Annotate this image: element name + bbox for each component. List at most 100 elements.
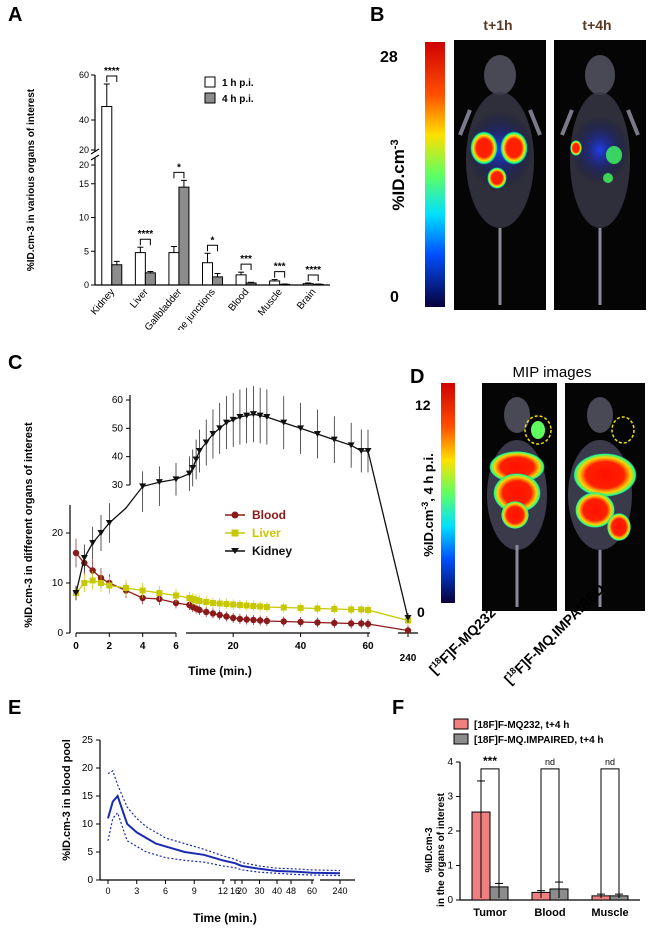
color-scale-bar-d [441,383,455,603]
panel-label-b: B [370,4,385,26]
data-point-liver [257,603,264,610]
data-point-blood [314,619,321,626]
significance-bracket-a [139,238,151,246]
y-tick-label-f: 4 [447,757,453,768]
x-tick-label-e: 0 [105,886,110,896]
bar-a [202,262,213,286]
significance-bracket-f [480,768,500,898]
pet-image-4h [554,40,646,310]
y-tick-label-f: 2 [447,826,453,837]
x-tick-label-e: 240 [332,886,347,896]
data-point-blood [263,617,271,625]
data-point-blood [297,618,304,626]
data-point-liver [123,585,129,591]
x-axis-label-e: Time (min.) [193,911,257,925]
significance-label-a: *** [274,262,286,273]
significance-bracket-f [540,768,560,898]
significance-bracket-a [307,274,319,281]
data-point-kidney [256,412,264,419]
y-tick-label-e: 25 [82,735,94,746]
data-point-liver [173,592,179,599]
data-point-blood [172,599,180,607]
data-point-kidney [209,431,217,437]
x-tick-label-a: Liver [128,286,151,310]
y-tick-label-c: 20 [52,528,64,539]
x-tick-label-c: 20 [228,641,240,652]
legend-marker-c [231,529,239,537]
y-axis-label-c: %ID.cm-3 in different organs of interest [23,422,35,628]
data-point-liver [209,600,216,606]
y-tick-label-a: 20 [79,160,89,170]
significance-label-a: * [177,162,181,173]
significance-bracket-a [240,263,252,271]
data-point-kidney [249,411,257,418]
data-point-blood [256,617,264,624]
x-tick-label-a: Muscle [256,287,285,319]
data-point-kidney [202,439,210,446]
bar-a [212,276,223,286]
data-point-kidney [185,470,193,477]
data-point-liver [243,602,250,609]
panel-label-d: D [410,366,425,388]
mip-title-d: MIP images [513,364,592,381]
data-point-kidney [236,414,244,420]
axis-break-a [90,148,100,155]
series-line-lower [107,811,341,877]
y-tick-label-e: 10 [82,819,94,830]
data-point-liver [365,607,371,613]
data-point-kidney [229,416,237,423]
mip-image-mq232 [482,383,557,611]
data-point-kidney [89,540,97,546]
legend-label-c: Liver [252,526,281,540]
data-point-kidney [105,520,113,526]
x-tick-label-e: 48 [286,886,296,896]
legend-marker-c [231,548,239,554]
data-point-liver [348,606,355,613]
y-tick-label-a: 15 [79,179,89,189]
bar-a [111,264,123,286]
significance-label-f: *** [483,754,497,768]
y-axis-label-e: %ID.cm-3 in blood pool [61,739,73,861]
significance-bracket-a [106,75,118,82]
y-tick-label-a: 5 [84,246,89,256]
x-tick-label-c: 40 [295,641,307,652]
y-tick-label-e: 15 [82,791,94,802]
data-point-liver [89,577,96,584]
data-point-liver [230,601,237,608]
label-mq232: [18F]F-MQ232 [426,604,499,677]
legend-label-a: 4 h p.i. [222,94,254,105]
data-point-kidney [72,590,80,596]
x-tick-label-c: 6 [173,641,179,652]
data-point-kidney [280,419,288,426]
data-point-liver [98,580,104,586]
y-tick-label-a: 20 [79,145,89,155]
panel-label-f: F [392,697,405,719]
x-tick-label-f: Muscle [591,907,628,919]
bar-a [144,272,156,286]
significance-bracket-f [600,768,620,898]
significance-label-f: nd [605,757,615,767]
x-tick-label-a: Brain [295,287,318,312]
series-line-mean [107,794,341,875]
legend-label-f: [18F]F-MQ232, t+4 h [474,720,569,731]
y-tick-label-e: 20 [82,763,94,774]
y-tick-label-f: 0 [447,895,453,906]
y-tick-label-a: 40 [79,115,89,125]
data-point-kidney [297,425,305,432]
significance-label-a: *** [240,254,252,265]
data-point-kidney [347,442,355,449]
pet-images-b: 28 0 %ID.cm-3 t+1h t+4h [380,17,646,310]
y-tick-label-e: 0 [87,875,93,886]
y-tick-label-f: 1 [447,861,453,872]
x-tick-label-e: 60 [307,886,317,896]
data-point-blood [358,620,365,627]
x-tick-label-e: 40 [272,886,282,896]
data-point-blood [196,606,203,614]
legend-label-c: Kidney [252,544,292,558]
data-point-liver [297,605,304,611]
data-point-blood [280,618,287,625]
legend-swatch-a [204,92,216,104]
data-point-kidney [364,448,372,454]
data-point-liver [196,598,203,604]
data-point-blood [209,610,217,617]
